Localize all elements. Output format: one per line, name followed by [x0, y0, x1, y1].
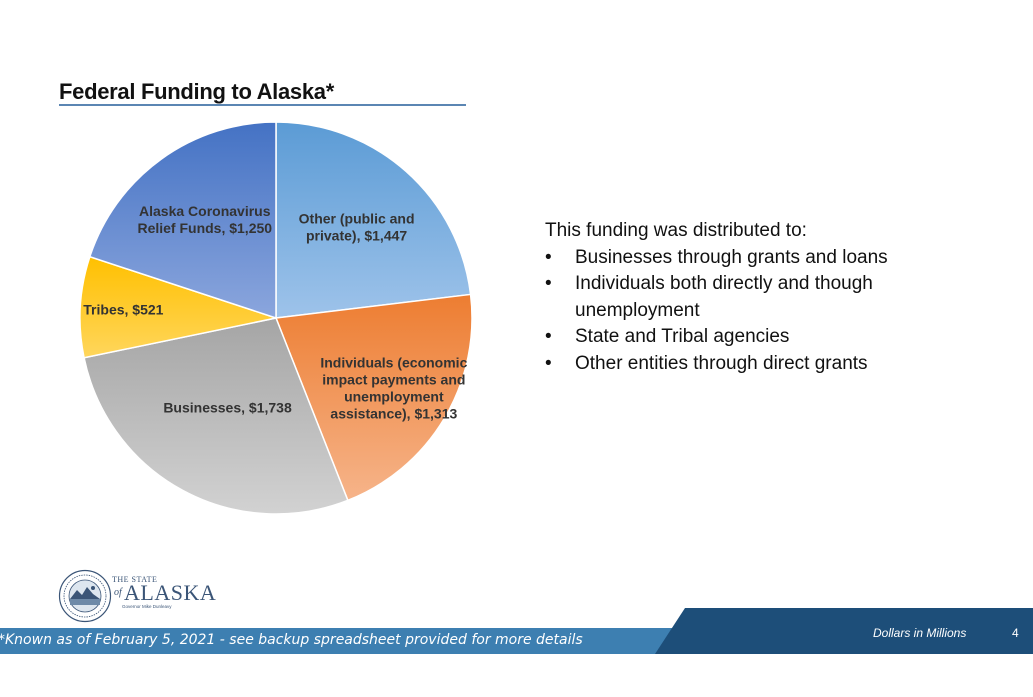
title-underline: [59, 104, 466, 106]
bullet-icon: •: [545, 246, 552, 268]
distribution-item: • State and Tribal agencies: [545, 324, 905, 351]
logo-the-state: THE STATE: [112, 575, 158, 584]
distribution-item: • Individuals both directly and though un…: [545, 273, 873, 321]
footer-bar-left: [0, 628, 680, 654]
distribution-heading: This funding was distributed to:: [545, 220, 807, 241]
logo-governor: Governor Mike Dunleavy: [122, 604, 172, 609]
logo-of: of: [114, 587, 122, 598]
pie-slice: [83, 317, 349, 515]
slice-label: Other (public and private), $1,447: [299, 211, 415, 244]
pie-slice: [88, 121, 277, 320]
footnote: *Known as of February 5, 2021 - see back…: [0, 632, 583, 648]
slice-label: Tribes, $521: [83, 301, 163, 317]
bullet-icon: •: [545, 273, 552, 294]
bullet-icon: •: [545, 352, 552, 374]
slice-label: Individuals (economic impact payments and…: [320, 355, 467, 422]
state-seal-icon: [58, 569, 112, 623]
bullet-icon: •: [545, 326, 552, 347]
state-of-alaska-logo: THE STATE of ALASKA Governor Mike Dunlea…: [58, 567, 218, 627]
pie-slice: [79, 255, 279, 359]
pie-slice: [275, 121, 472, 319]
distribution-list: • Businesses through grants and loans • In…: [545, 245, 905, 378]
pie-slice: [274, 293, 473, 502]
slice-label: Businesses, $1,738: [163, 400, 292, 416]
slice-label: Alaska Coronavirus Relief Funds, $1,250: [137, 203, 272, 236]
footer-bar-right: [655, 608, 1033, 654]
logo-alaska: ALASKA: [124, 580, 217, 605]
units-note: Dollars in Millions: [873, 626, 967, 640]
slide-title: Federal Funding to Alaska*: [59, 79, 334, 104]
page-number: 4: [1012, 626, 1019, 640]
distribution-item: • Businesses through grants and loans: [545, 245, 905, 272]
distribution-panel: This funding was distributed to: • Busine…: [545, 218, 905, 377]
distribution-item: • Other entities through direct grants: [545, 351, 905, 378]
